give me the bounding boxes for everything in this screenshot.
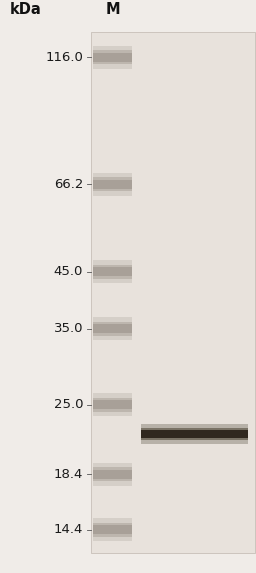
Bar xyxy=(93,53,132,62)
Bar xyxy=(93,265,132,278)
Bar xyxy=(93,401,132,410)
Bar xyxy=(91,527,255,553)
Bar xyxy=(91,188,255,214)
Bar xyxy=(91,240,255,266)
Bar xyxy=(93,519,132,541)
Bar xyxy=(91,136,255,162)
Bar xyxy=(93,267,132,276)
Bar xyxy=(141,428,248,440)
Text: 45.0: 45.0 xyxy=(54,265,83,278)
Bar xyxy=(93,523,132,537)
Bar xyxy=(93,317,132,340)
Bar xyxy=(91,32,255,553)
Bar xyxy=(91,474,255,501)
Bar xyxy=(93,260,132,283)
Bar xyxy=(93,324,132,333)
Bar xyxy=(93,322,132,336)
Bar xyxy=(91,162,255,188)
Bar xyxy=(93,50,132,64)
Bar xyxy=(91,58,255,84)
Bar xyxy=(93,470,132,479)
Bar xyxy=(93,46,132,69)
Bar xyxy=(93,178,132,191)
Text: 66.2: 66.2 xyxy=(54,178,83,191)
Bar xyxy=(141,424,248,444)
Text: M: M xyxy=(105,2,120,17)
Bar xyxy=(93,394,132,417)
Text: kDa: kDa xyxy=(10,2,41,17)
Text: 14.4: 14.4 xyxy=(54,523,83,536)
Bar xyxy=(91,84,255,110)
Bar xyxy=(91,371,255,397)
Bar xyxy=(93,468,132,481)
Text: 116.0: 116.0 xyxy=(45,51,83,64)
Bar xyxy=(91,32,255,58)
Bar xyxy=(91,214,255,240)
Bar xyxy=(91,109,255,136)
Bar xyxy=(93,180,132,189)
Bar xyxy=(93,398,132,412)
Bar xyxy=(91,292,255,319)
Text: 25.0: 25.0 xyxy=(54,398,83,411)
Bar xyxy=(93,173,132,196)
Bar xyxy=(91,501,255,527)
Bar xyxy=(91,344,255,371)
Text: 18.4: 18.4 xyxy=(54,468,83,481)
Bar xyxy=(91,423,255,449)
Bar xyxy=(91,266,255,292)
Text: 35.0: 35.0 xyxy=(54,322,83,335)
Bar xyxy=(91,449,255,474)
Bar xyxy=(93,525,132,535)
Bar xyxy=(91,319,255,344)
Bar xyxy=(91,397,255,423)
Bar xyxy=(141,430,248,438)
Bar xyxy=(93,463,132,486)
